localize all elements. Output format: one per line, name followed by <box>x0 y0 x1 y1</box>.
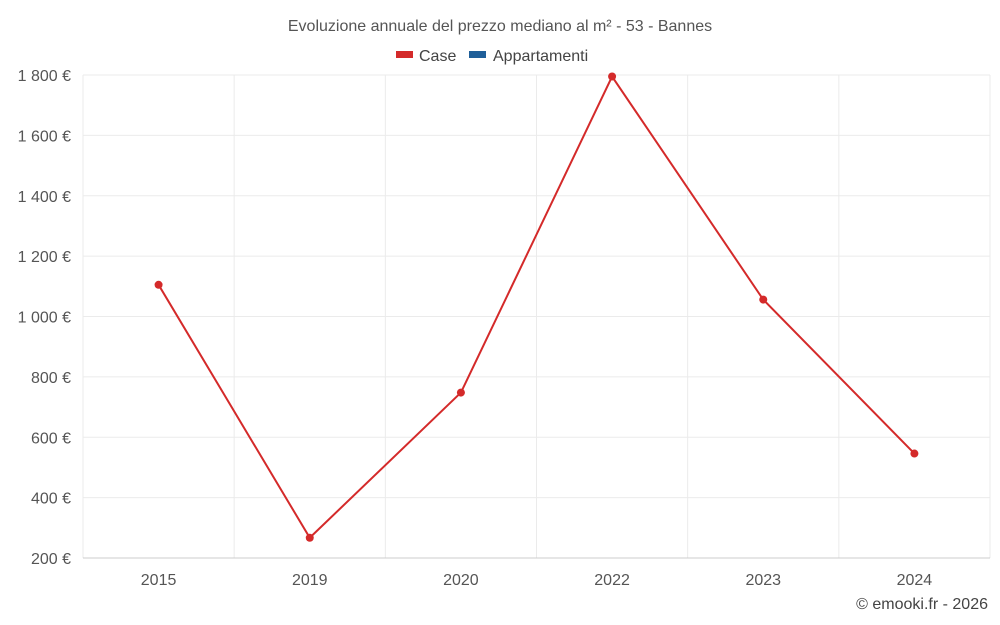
x-tick-label: 2023 <box>745 572 781 589</box>
y-tick-label: 400 € <box>31 491 71 508</box>
data-point-case[interactable] <box>456 388 465 397</box>
series-line-case <box>157 74 916 540</box>
legend-swatch-appartamenti <box>469 51 486 58</box>
y-tick-label: 800 € <box>31 370 71 387</box>
data-point-case[interactable] <box>759 295 768 304</box>
x-tick-label: 2020 <box>443 572 479 589</box>
x-tick-label: 2022 <box>594 572 630 589</box>
data-point-case[interactable] <box>154 280 163 289</box>
x-tick-label: 2015 <box>141 572 177 589</box>
grid <box>82 74 991 558</box>
x-tick-label: 2019 <box>292 572 328 589</box>
data-point-case[interactable] <box>910 449 919 458</box>
chart-title: Evoluzione annuale del prezzo mediano al… <box>288 18 712 35</box>
y-tick-label: 1 200 € <box>18 249 71 266</box>
data-point-case[interactable] <box>608 72 617 81</box>
legend-item-case[interactable]: Case <box>396 48 456 65</box>
y-tick-label: 1 800 € <box>18 68 71 85</box>
y-tick-label: 1 400 € <box>18 189 71 206</box>
y-tick-label: 600 € <box>31 430 71 447</box>
series-layer <box>154 72 919 542</box>
y-tick-label: 1 000 € <box>18 310 71 327</box>
x-tick-label: 2024 <box>897 572 933 589</box>
legend-item-appartamenti[interactable]: Appartamenti <box>469 48 588 65</box>
data-point-case[interactable] <box>305 533 314 542</box>
x-axis: 2015 2019 2020 2022 2023 2024 <box>83 557 990 589</box>
y-axis: 200 € 400 € 600 € 800 € 1 000 € 1 200 € 1 400 … <box>18 68 71 568</box>
y-tick-label: 1 600 € <box>18 128 71 145</box>
legend: Case Appartamenti <box>396 48 588 65</box>
legend-label-case: Case <box>419 48 456 65</box>
credit-text: © emooki.fr - 2026 <box>856 596 988 613</box>
y-tick-label: 200 € <box>31 551 71 568</box>
legend-label-appartamenti: Appartamenti <box>493 48 588 65</box>
legend-swatch-case <box>396 51 413 58</box>
